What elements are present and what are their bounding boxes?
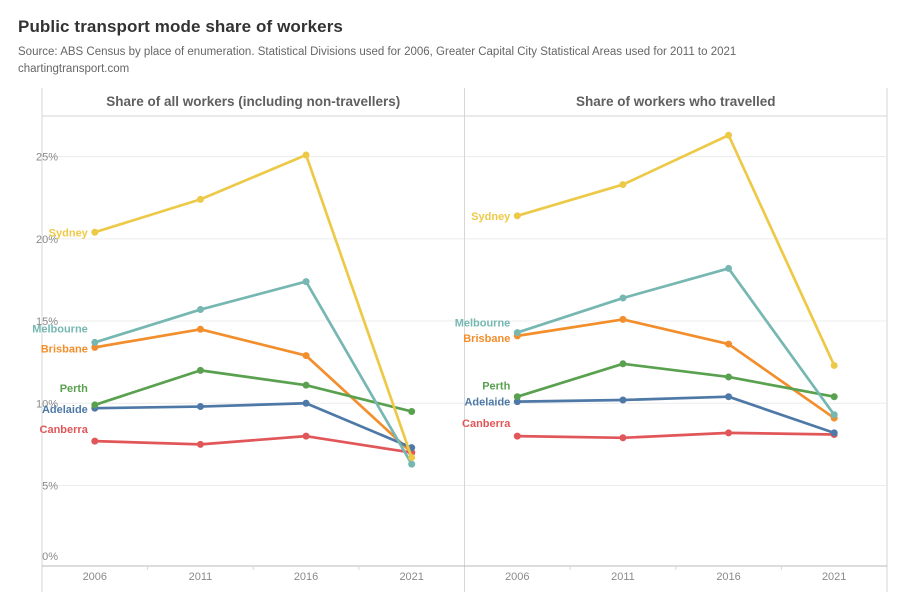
series-line-perth[interactable] (93, 369, 414, 413)
point-adelaide-2006[interactable] (513, 398, 521, 406)
point-melbourne-2011[interactable] (619, 294, 627, 302)
series-line-perth[interactable] (515, 362, 836, 399)
x-axis-label-2016: 2016 (716, 571, 740, 583)
point-sydney-2006[interactable] (91, 228, 99, 236)
point-adelaide-2016[interactable] (302, 399, 310, 407)
point-canberra-2006[interactable] (513, 432, 521, 440)
y-axis-label: 0% (42, 551, 58, 563)
series-line-adelaide[interactable] (515, 395, 836, 435)
point-melbourne-2021[interactable] (408, 460, 416, 468)
point-canberra-2011[interactable] (196, 440, 204, 448)
x-axis-label-2011: 2011 (611, 571, 635, 583)
x-axis-label-2021: 2021 (822, 571, 846, 583)
point-sydney-2011[interactable] (196, 195, 204, 203)
x-axis-label-2006: 2006 (83, 571, 107, 583)
x-axis-label-2006: 2006 (505, 571, 529, 583)
series-label-canberra: Canberra (462, 418, 511, 430)
series-label-sydney: Sydney (49, 227, 89, 239)
point-perth-2011[interactable] (196, 366, 204, 374)
point-perth-2006[interactable] (91, 401, 99, 409)
series-label-melbourne: Melbourne (32, 323, 88, 335)
point-sydney-2006[interactable] (513, 212, 521, 220)
point-canberra-2006[interactable] (91, 437, 99, 445)
point-canberra-2016[interactable] (725, 429, 733, 437)
point-melbourne-2021[interactable] (830, 411, 838, 419)
point-sydney-2016[interactable] (302, 151, 310, 159)
series-line-melbourne[interactable] (93, 280, 414, 466)
point-melbourne-2016[interactable] (725, 264, 733, 272)
series-line-brisbane[interactable] (93, 327, 414, 454)
subtitle-site: chartingtransport.com (18, 63, 130, 75)
x-axis-label-2016: 2016 (294, 571, 318, 583)
point-melbourne-2006[interactable] (91, 338, 99, 346)
point-melbourne-2016[interactable] (302, 278, 310, 286)
point-melbourne-2006[interactable] (513, 329, 521, 337)
point-sydney-2016[interactable] (725, 131, 733, 139)
series-line-canberra[interactable] (515, 431, 836, 440)
series-label-perth: Perth (482, 381, 510, 393)
point-adelaide-2016[interactable] (725, 393, 733, 401)
point-perth-2016[interactable] (302, 381, 310, 389)
y-axis-label: 25% (36, 152, 58, 164)
series-label-perth: Perth (60, 383, 88, 395)
series-line-sydney[interactable] (93, 153, 414, 459)
series-line-sydney[interactable] (515, 133, 836, 367)
series-line-canberra[interactable] (93, 434, 414, 454)
y-axis-label: 20% (36, 234, 58, 246)
point-melbourne-2011[interactable] (196, 306, 204, 314)
point-brisbane-2011[interactable] (196, 325, 204, 333)
subtitle-source: Source: ABS Census by place of enumerati… (18, 46, 737, 58)
y-axis-label: 5% (42, 480, 58, 492)
y-axis-label: 15% (36, 316, 58, 328)
panel-title: Share of all workers (including non-trav… (106, 94, 400, 109)
series-label-melbourne: Melbourne (455, 318, 511, 330)
x-axis-label-2021: 2021 (399, 571, 423, 583)
point-sydney-2021[interactable] (830, 361, 838, 369)
series-line-brisbane[interactable] (515, 318, 836, 420)
series-label-adelaide: Adelaide (42, 404, 88, 416)
point-adelaide-2021[interactable] (830, 429, 838, 437)
point-perth-2021[interactable] (830, 393, 838, 401)
series-label-adelaide: Adelaide (464, 397, 510, 409)
point-canberra-2016[interactable] (302, 432, 310, 440)
point-brisbane-2016[interactable] (302, 352, 310, 360)
point-sydney-2011[interactable] (619, 181, 627, 189)
point-brisbane-2006[interactable] (91, 343, 99, 351)
series-label-canberra: Canberra (40, 424, 89, 436)
series-label-brisbane: Brisbane (41, 343, 88, 355)
series-label-sydney: Sydney (471, 211, 511, 223)
y-axis-label: 10% (36, 398, 58, 410)
point-adelaide-2011[interactable] (619, 396, 627, 404)
point-adelaide-2011[interactable] (196, 403, 204, 411)
point-perth-2011[interactable] (619, 360, 627, 368)
point-perth-2006[interactable] (513, 393, 521, 401)
series-line-adelaide[interactable] (93, 401, 414, 450)
point-perth-2016[interactable] (725, 373, 733, 381)
series-line-melbourne[interactable] (515, 267, 836, 417)
point-canberra-2011[interactable] (619, 434, 627, 442)
point-sydney-2021[interactable] (408, 454, 416, 462)
panel-title: Share of workers who travelled (576, 94, 776, 109)
point-brisbane-2011[interactable] (619, 315, 627, 323)
point-brisbane-2016[interactable] (725, 340, 733, 348)
x-axis-label-2011: 2011 (189, 571, 213, 583)
point-perth-2021[interactable] (408, 407, 416, 415)
series-label-brisbane: Brisbane (463, 333, 510, 345)
page-title: Public transport mode share of workers (18, 17, 343, 36)
